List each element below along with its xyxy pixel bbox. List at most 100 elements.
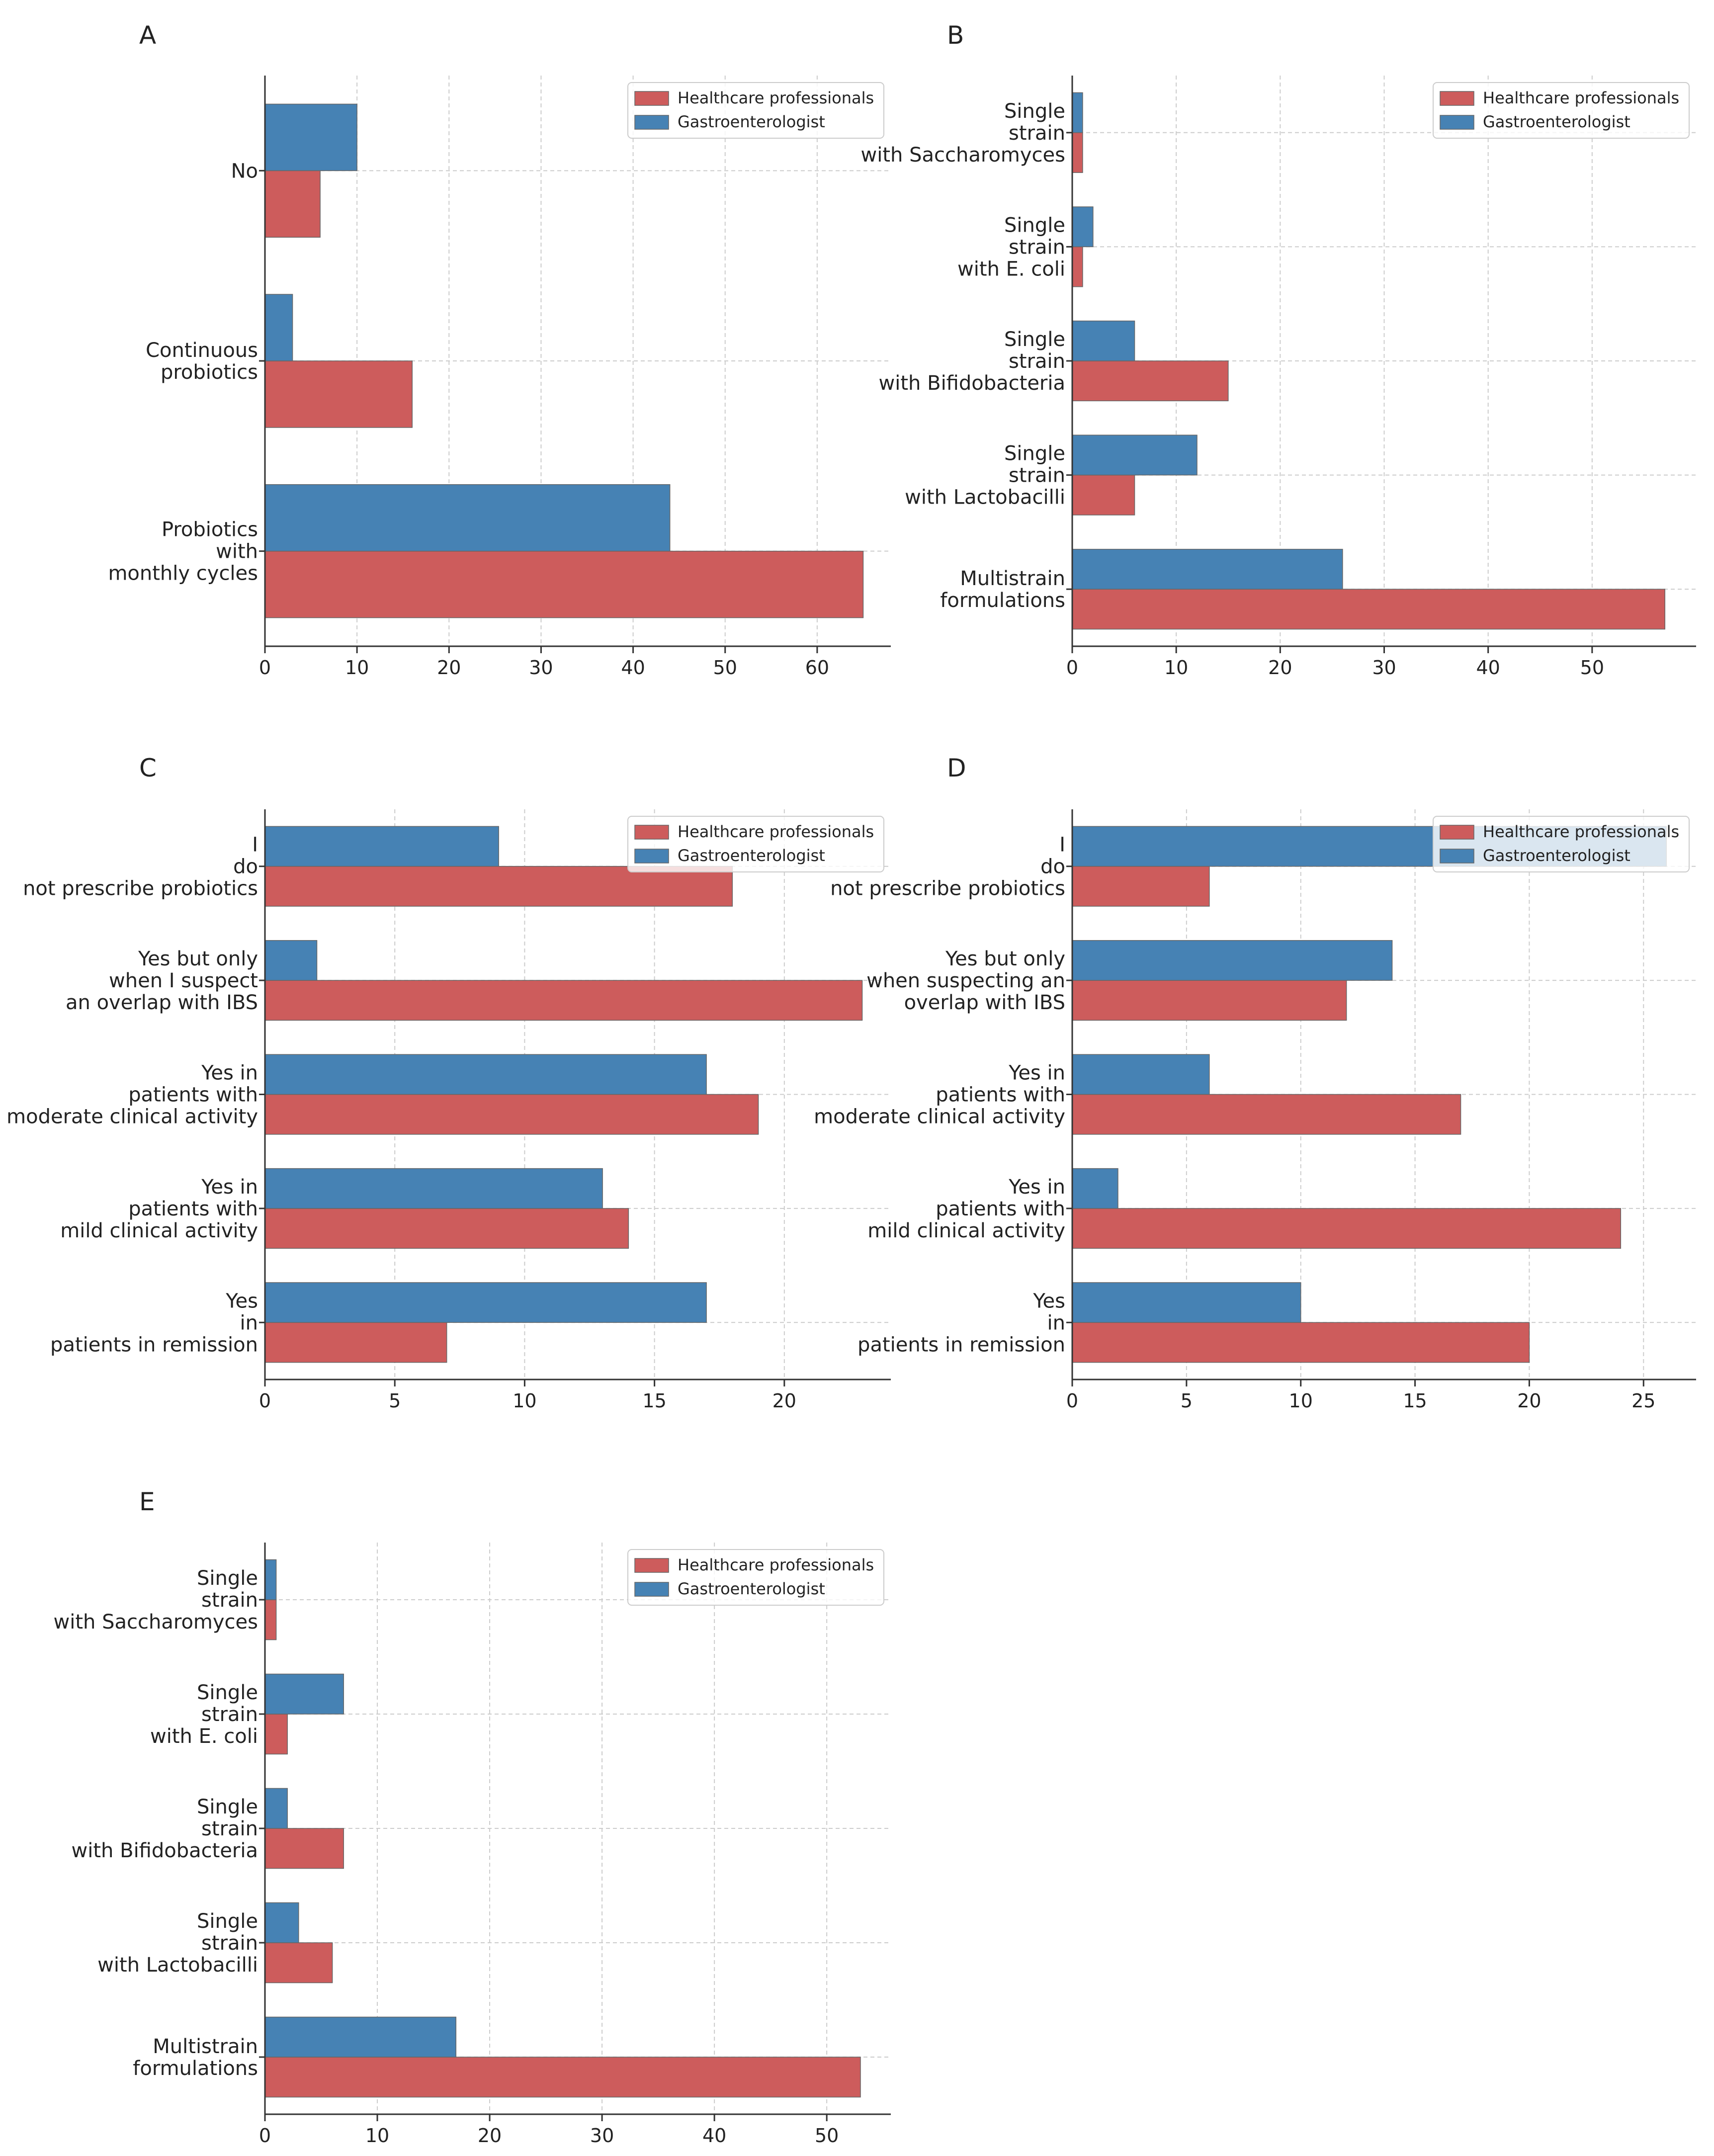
y-tick-line-e-4-0: Multistrain (153, 2035, 258, 2058)
bar-gastro-e-2 (264, 1788, 288, 1829)
legend-swatch-healthcare-d (1440, 825, 1474, 840)
y-tick-line-e-1-2: with E. coli (150, 1725, 258, 1748)
bar-healthcare-a-0 (264, 170, 321, 238)
y-tick-line-c-2-0: Yes in (201, 1062, 258, 1085)
x-tick-label-b-30: 30 (1372, 657, 1396, 679)
bar-healthcare-e-4 (264, 2057, 861, 2098)
y-tick-line-d-2-1: patients with (936, 1084, 1065, 1107)
bar-healthcare-c-4 (264, 1322, 447, 1363)
y-tick-label-e-single-strain-with-bifidobacteria: Single strain with Bifidobacteria (72, 1796, 258, 1862)
panel-letter-a: A (139, 21, 156, 50)
x-tick-label-d-25: 25 (1631, 1390, 1655, 1412)
bar-healthcare-b-0 (1072, 132, 1083, 173)
y-tick-line-d-1-0: Yes but only (945, 948, 1065, 970)
y-tick-label-d-yes-in-patients-in-remission: Yes in patients in remission (857, 1290, 1065, 1356)
y-tick-line-a-0-0: No (231, 160, 258, 182)
x-tick-label-d-20: 20 (1517, 1390, 1541, 1412)
legend-box-a (627, 82, 884, 139)
x-tick-label-e-20: 20 (478, 2125, 502, 2147)
y-tick-line-d-4-0: Yes (1032, 1290, 1065, 1312)
legend-box-e (627, 1549, 884, 1606)
y-tick-line-c-0-0: I (252, 834, 258, 857)
y-tick-label-c-yes-in-patients-with-mild-clinical-activity: Yes in patients with mild clinical activit… (60, 1176, 258, 1242)
bar-healthcare-d-0 (1072, 865, 1210, 907)
y-tick-line-c-1-0: Yes but only (138, 948, 258, 970)
y-tick-line-c-3-1: patients with (128, 1198, 258, 1220)
bar-healthcare-e-2 (264, 1828, 344, 1869)
bar-gastro-c-1 (264, 940, 318, 981)
y-tick-line-b-3-1: strain (1009, 464, 1065, 487)
bar-healthcare-b-3 (1072, 474, 1135, 516)
y-tick-label-d-yes-in-patients-with-mild-clinical-activity: Yes in patients with mild clinical activit… (867, 1176, 1065, 1242)
bar-healthcare-e-1 (264, 1714, 288, 1755)
y-tick-line-c-4-0: Yes (225, 1290, 258, 1312)
y-tick-line-b-2-0: Single (1004, 328, 1065, 351)
y-tick-line-c-4-2: patients in remission (50, 1333, 258, 1356)
y-tick-line-a-2-2: monthly cycles (108, 562, 258, 585)
y-tick-line-e-4-1: formulations (133, 2057, 258, 2080)
bar-healthcare-c-0 (264, 865, 733, 907)
y-tick-label-d-yes-but-only-when-suspecting-an-overlap-with-ibs: Yes but only when suspecting an overlap wi… (866, 948, 1065, 1014)
y-tick-line-a-1-0: Continuous (146, 339, 258, 362)
y-tick-line-d-2-0: Yes in (1008, 1062, 1065, 1085)
x-tick-label-a-10: 10 (345, 657, 369, 679)
x-tick-label-e-0: 0 (259, 2125, 271, 2147)
x-tick-label-b-20: 20 (1268, 657, 1292, 679)
x-tick-label-a-0: 0 (259, 657, 271, 679)
bar-gastro-e-4 (264, 2016, 457, 2058)
bar-healthcare-d-1 (1072, 980, 1347, 1021)
legend-label-healthcare-b: Healthcare professionals (1483, 88, 1679, 107)
legend-label-healthcare-a: Healthcare professionals (678, 88, 874, 107)
legend-box-d (1433, 816, 1690, 872)
legend-box-b (1433, 82, 1690, 139)
y-tick-label-c-yes-in-patients-in-remission: Yes in patients in remission (50, 1290, 258, 1356)
y-tick-line-b-4-1: formulations (940, 589, 1065, 612)
y-tick-line-c-1-2: an overlap with IBS (66, 991, 258, 1014)
bar-gastro-b-4 (1072, 549, 1343, 590)
y-tick-line-e-3-0: Single (197, 1910, 258, 1933)
y-tick-label-e-multistrain-formulations: Multistrain formulations (133, 2035, 258, 2080)
bar-healthcare-a-2 (264, 550, 864, 618)
chart-panel-c: C 0 5 10 15 20 I do not prescribe probiotics Yes … (6, 754, 891, 1412)
y-tick-line-c-0-2: not prescribe probiotics (23, 877, 258, 900)
legend-label-healthcare-d: Healthcare professionals (1483, 822, 1679, 841)
y-tick-line-d-4-2: patients in remission (857, 1333, 1065, 1356)
y-tick-line-e-1-1: strain (201, 1703, 258, 1726)
legend-swatch-gastro-c (634, 849, 669, 863)
x-tick-label-a-20: 20 (437, 657, 461, 679)
bar-healthcare-b-1 (1072, 246, 1083, 287)
bar-gastro-b-3 (1072, 434, 1198, 476)
legend-swatch-healthcare-b (1440, 91, 1474, 106)
legend-swatch-healthcare-e (634, 1558, 669, 1573)
bar-gastro-d-4 (1072, 1282, 1301, 1323)
y-tick-line-a-2-1: with (216, 540, 258, 563)
bar-healthcare-b-4 (1072, 589, 1665, 630)
x-tick-label-b-50: 50 (1580, 657, 1604, 679)
legend-swatch-healthcare-a (634, 91, 669, 106)
y-tick-line-a-1-1: probiotics (161, 361, 258, 384)
y-tick-line-b-2-1: strain (1009, 350, 1065, 373)
legend-label-gastro-b: Gastroenterologist (1483, 112, 1630, 131)
bar-healthcare-a-1 (264, 360, 413, 428)
bar-healthcare-b-2 (1072, 360, 1229, 402)
y-tick-line-c-2-1: patients with (128, 1084, 258, 1107)
y-tick-label-e-single-strain-with-lactobacilli: Single strain with Lactobacilli (97, 1910, 258, 1977)
x-tick-label-e-40: 40 (702, 2125, 726, 2147)
y-tick-line-b-3-2: with Lactobacilli (905, 486, 1065, 509)
y-tick-line-d-1-1: when suspecting an (866, 969, 1065, 992)
bar-gastro-d-2 (1072, 1054, 1210, 1095)
y-tick-line-d-3-1: patients with (936, 1198, 1065, 1220)
bar-gastro-b-0 (1072, 92, 1083, 133)
legend-swatch-gastro-a (634, 115, 669, 130)
x-tick-label-c-15: 15 (642, 1390, 666, 1412)
legend-a: Healthcare professionals Gastroenterologi… (627, 82, 884, 139)
y-tick-line-d-3-0: Yes in (1008, 1176, 1065, 1199)
y-tick-line-d-2-2: moderate clinical activity (814, 1106, 1065, 1128)
legend-swatch-gastro-e (634, 1582, 669, 1597)
y-tick-line-c-3-2: mild clinical activity (60, 1219, 258, 1242)
y-tick-label-b-single-strain-with-lactobacilli: Single strain with Lactobacilli (905, 442, 1065, 509)
